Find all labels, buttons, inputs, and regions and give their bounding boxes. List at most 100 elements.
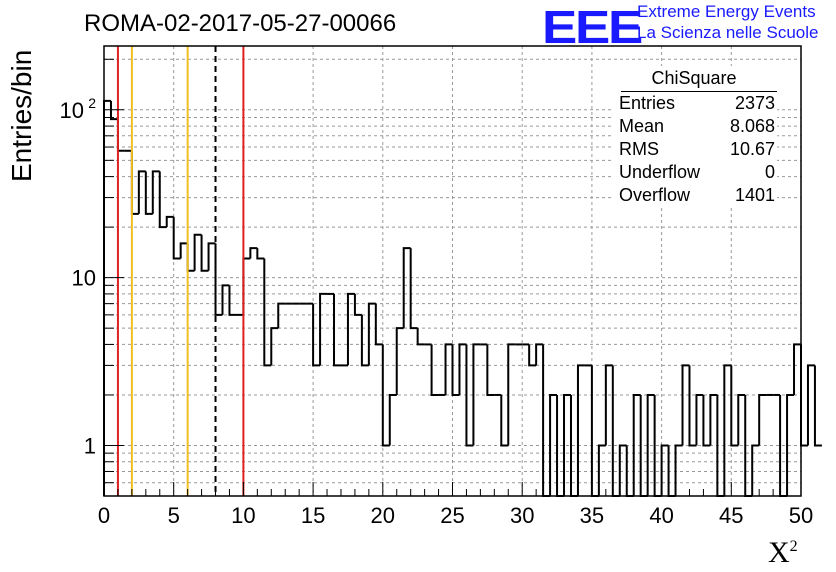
y-tick-label: 10: [60, 98, 84, 123]
histogram-bin: [688, 365, 697, 447]
y-tick-label: 1: [84, 433, 96, 458]
histogram-bin: [109, 100, 118, 121]
histogram-bin: [263, 258, 272, 367]
stats-label: RMS: [619, 139, 659, 159]
x-tick-label: 15: [301, 503, 325, 528]
histogram-bin: [388, 393, 397, 446]
histogram-bin: [333, 293, 341, 367]
histogram-bin: [374, 303, 383, 346]
histogram-bin: [312, 303, 321, 367]
histogram-bin: [611, 365, 620, 497]
histogram-bin: [751, 444, 760, 496]
histogram-bin: [786, 393, 795, 496]
stats-rows: Entries 2373 Mean 8.068 RMS 10.67 Underflow…: [619, 92, 775, 207]
histogram-bin: [758, 393, 767, 446]
histogram-bin: [319, 292, 328, 366]
histogram-bin: [116, 119, 125, 152]
stats-value: 8.068: [729, 116, 775, 136]
histogram-bin: [381, 344, 390, 447]
x-tick-label: 35: [580, 503, 604, 528]
x-tick-label: 25: [440, 503, 464, 528]
x-tick-label: 10: [231, 503, 255, 528]
histogram-bin: [674, 444, 683, 496]
histogram-bin: [590, 365, 599, 497]
histogram-bin: [528, 344, 537, 367]
stats-label: Entries: [619, 93, 676, 113]
histogram-bin: [207, 242, 216, 271]
histogram-bin: [535, 343, 544, 366]
stats-row-mean: Mean 8.068: [619, 115, 775, 138]
histogram-bin: [221, 284, 230, 315]
histogram-bin: [346, 292, 355, 366]
stats-value: 0: [764, 162, 775, 182]
histogram-bin: [416, 328, 425, 346]
histogram-bin: [737, 393, 746, 446]
histogram-bin: [813, 365, 822, 447]
stats-label: Underflow: [619, 162, 701, 182]
histogram-bin: [806, 364, 815, 446]
histogram-bin: [214, 243, 223, 316]
y-tick-label: 10: [72, 266, 96, 291]
histogram-bin: [507, 343, 516, 446]
histogram-bin: [451, 344, 460, 396]
vertical-lines-layer: [116, 46, 245, 496]
x-axis-label-base: X: [768, 536, 790, 569]
histogram-bin: [646, 393, 655, 496]
histogram-bin: [172, 216, 181, 260]
histogram-bin: [402, 247, 411, 329]
histogram-bin: [270, 327, 279, 366]
x-tick-label: 20: [371, 503, 395, 528]
histogram-bin: [800, 344, 808, 447]
ticks-layer: [103, 58, 802, 497]
stats-row-entries: Entries 2373: [619, 92, 775, 115]
histogram-bin: [730, 365, 739, 447]
stats-value: 2373: [734, 93, 775, 113]
x-tick-label: 45: [719, 503, 743, 528]
histogram-bin: [256, 248, 265, 260]
histogram-bin: [395, 327, 404, 395]
histogram-bin: [430, 344, 439, 396]
histogram-bin: [597, 444, 606, 496]
histogram-bin: [242, 257, 251, 315]
histogram-bin: [576, 364, 585, 496]
histogram-bin: [360, 314, 369, 367]
x-tick-label: 50: [789, 503, 813, 528]
histogram-bin: [200, 234, 209, 272]
stats-row-overflow: Overflow 1401: [619, 184, 775, 207]
histogram-bin: [695, 393, 704, 446]
histogram-bin: [542, 344, 551, 497]
histogram-bin: [486, 344, 495, 396]
histogram-bin: [618, 444, 627, 496]
histogram-bin: [277, 302, 286, 329]
histogram-bin: [660, 444, 669, 496]
histogram-bin: [179, 242, 188, 259]
x-axis-label: X2: [768, 536, 798, 570]
stats-value: 1401: [734, 185, 775, 205]
histogram-bin: [465, 344, 474, 447]
histogram-bin: [723, 364, 732, 496]
stats-row-rms: RMS 10.67: [619, 138, 775, 161]
stats-label: Overflow: [619, 185, 691, 205]
histogram-bin: [165, 215, 174, 228]
histogram-bin: [249, 247, 258, 259]
histogram-bin: [353, 293, 362, 316]
histogram-bin: [367, 302, 376, 366]
stats-label: Mean: [619, 116, 665, 136]
logo-tagline-1: Extreme Energy Events: [637, 2, 816, 21]
stats-box: ChiSquare Entries 2373 Mean 8.068 RMS 10.67…: [611, 66, 777, 206]
histogram-bin: [444, 343, 453, 395]
x-tick-label: 30: [510, 503, 534, 528]
logo-tagline-2: La Scienza nelle Scuole: [637, 23, 819, 42]
stats-separator: [621, 91, 777, 92]
histogram-bin: [137, 170, 146, 214]
x-tick-label: 0: [98, 503, 110, 528]
histogram-bin: [144, 171, 153, 215]
stats-value: 10.67: [729, 139, 775, 159]
histogram-bin: [193, 233, 202, 271]
histogram-bin: [549, 393, 558, 496]
histogram-bin: [458, 343, 467, 395]
histogram-bin: [793, 343, 801, 395]
histogram-bin: [702, 394, 711, 447]
x-tick-label: 5: [168, 503, 180, 528]
histogram-bin: [632, 393, 641, 496]
